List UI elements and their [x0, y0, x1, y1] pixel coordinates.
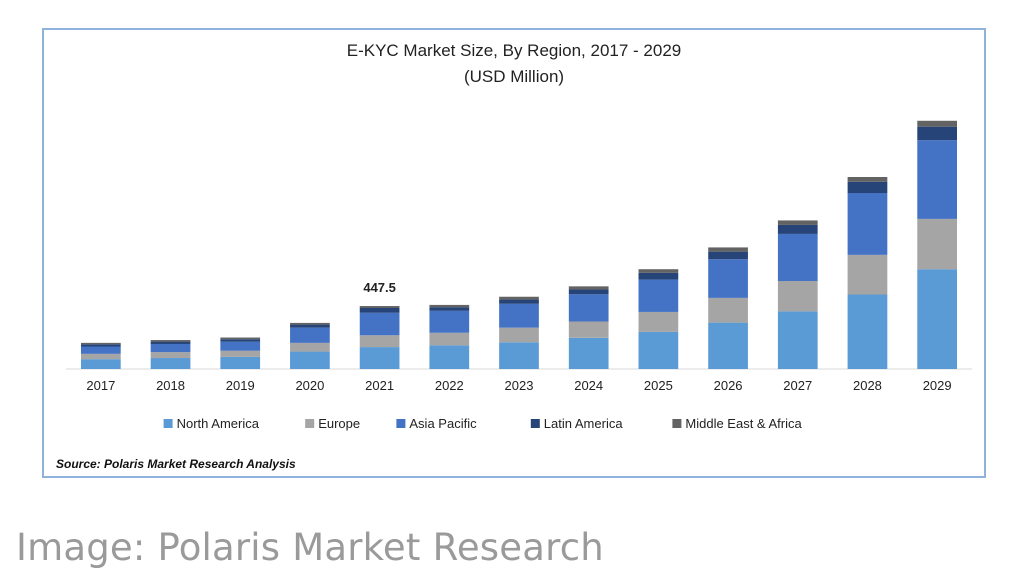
chart-frame: E-KYC Market Size, By Region, 2017 - 202… — [42, 28, 986, 478]
source-note: Source: Polaris Market Research Analysis — [56, 457, 296, 471]
bar-2027-latin-america — [777, 224, 818, 234]
bar-2024-asia-pacific — [568, 294, 609, 322]
bar-2025-asia-pacific — [638, 279, 679, 312]
legend-label: Middle East & Africa — [685, 416, 802, 431]
bar-2021-middle-east-africa — [359, 306, 400, 308]
chart-title: E-KYC Market Size, By Region, 2017 - 202… — [347, 41, 682, 60]
chart-svg: E-KYC Market Size, By Region, 2017 - 202… — [56, 41, 972, 471]
x-tick-label: 2026 — [714, 378, 743, 393]
legend-swatch — [163, 419, 173, 428]
bar-2019-middle-east-africa — [220, 337, 261, 340]
legend-label: North America — [177, 416, 260, 431]
legend-label: Latin America — [544, 416, 624, 431]
bar-2019-latin-america — [220, 339, 261, 342]
bar-2017-latin-america — [80, 344, 121, 347]
legend-swatch — [672, 419, 682, 428]
bar-2026-middle-east-africa — [708, 247, 748, 252]
bar-2018-europe — [150, 352, 191, 359]
bar-2028-north-america — [847, 294, 888, 369]
bar-2020-asia-pacific — [290, 327, 330, 343]
data-label: 447.5 — [363, 280, 396, 295]
x-tick-label: 2024 — [574, 378, 603, 393]
x-tick-labels: 2017 2018 2019 2020 2021 2022 2023 2024 2025 2026… — [86, 378, 951, 393]
bar-2027-asia-pacific — [777, 233, 818, 282]
bar-2024-latin-america — [568, 289, 609, 295]
bar-2026-north-america — [708, 322, 748, 369]
annotations: 447.5 — [363, 280, 396, 295]
bar-2029-north-america — [917, 269, 958, 369]
bar-2024-middle-east-africa — [568, 286, 609, 290]
bar-2029-middle-east-africa — [917, 120, 958, 127]
legend-swatch — [305, 419, 315, 428]
bar-2029-europe — [917, 218, 958, 270]
bar-2019-asia-pacific — [220, 341, 261, 351]
bar-2020-latin-america — [290, 324, 330, 328]
bar-2028-asia-pacific — [847, 193, 888, 255]
bar-2017-north-america — [80, 359, 121, 369]
bar-2022-asia-pacific — [429, 310, 470, 333]
bar-2021-europe — [359, 335, 400, 348]
bar-2025-north-america — [638, 331, 679, 369]
bar-2018-asia-pacific — [150, 343, 191, 353]
legend: North America Europe Asia Pacific Latin Ame… — [163, 416, 802, 431]
x-tick-label: 2017 — [86, 378, 115, 393]
bar-2026-latin-america — [708, 251, 748, 260]
bar-2018-middle-east-africa — [150, 340, 191, 342]
bar-2017-asia-pacific — [80, 346, 121, 354]
bar-2023-latin-america — [499, 299, 539, 304]
legend-label: Europe — [318, 416, 360, 431]
bar-2022-north-america — [429, 345, 470, 369]
bar-2023-europe — [499, 327, 539, 343]
bar-2028-middle-east-africa — [847, 177, 888, 182]
x-tick-label: 2028 — [853, 378, 882, 393]
chart-subtitle: (USD Million) — [464, 67, 564, 86]
bar-2021-latin-america — [359, 308, 400, 313]
x-tick-label: 2018 — [156, 378, 185, 393]
bar-2022-middle-east-africa — [429, 304, 470, 308]
bar-2028-europe — [847, 254, 888, 295]
bar-2021-asia-pacific — [359, 312, 400, 336]
bar-2027-north-america — [777, 311, 818, 369]
bar-2025-latin-america — [638, 272, 679, 280]
x-tick-label: 2020 — [295, 378, 324, 393]
bar-2022-latin-america — [429, 307, 470, 311]
bar-2025-middle-east-africa — [638, 269, 679, 273]
bar-2017-middle-east-africa — [80, 342, 121, 345]
bar-2022-europe — [429, 332, 470, 346]
bar-2026-asia-pacific — [708, 259, 748, 298]
bar-2027-europe — [777, 281, 818, 312]
bar-2021-north-america — [359, 347, 400, 369]
x-tick-label: 2019 — [226, 378, 255, 393]
bar-2023-asia-pacific — [499, 303, 539, 328]
x-tick-label: 2025 — [644, 378, 673, 393]
bar-2026-europe — [708, 297, 748, 323]
bar-2020-europe — [290, 342, 330, 352]
legend-swatch — [530, 419, 540, 428]
bar-2018-latin-america — [150, 341, 191, 344]
bar-2027-middle-east-africa — [777, 220, 818, 225]
bar-2020-middle-east-africa — [290, 322, 330, 325]
bars-layer — [80, 120, 958, 369]
bar-2017-europe — [80, 353, 121, 360]
legend-label: Asia Pacific — [409, 416, 477, 431]
x-tick-label: 2029 — [923, 378, 952, 393]
bar-2029-latin-america — [917, 126, 958, 141]
bar-2024-europe — [568, 321, 609, 338]
x-tick-label: 2027 — [783, 378, 812, 393]
legend-swatch — [396, 419, 406, 428]
image-caption: Image: Polaris Market Research — [16, 526, 604, 569]
bar-2018-north-america — [150, 358, 191, 369]
bar-2023-middle-east-africa — [499, 296, 539, 300]
x-tick-label: 2022 — [435, 378, 464, 393]
bar-2020-north-america — [290, 351, 330, 369]
x-tick-label: 2023 — [505, 378, 534, 393]
bar-2024-north-america — [568, 337, 609, 369]
bar-2019-europe — [220, 350, 261, 357]
bar-2029-asia-pacific — [917, 140, 958, 219]
bar-2023-north-america — [499, 342, 539, 369]
bar-2025-europe — [638, 311, 679, 332]
bar-2028-latin-america — [847, 181, 888, 194]
x-tick-label: 2021 — [365, 378, 394, 393]
bar-2019-north-america — [220, 356, 261, 369]
